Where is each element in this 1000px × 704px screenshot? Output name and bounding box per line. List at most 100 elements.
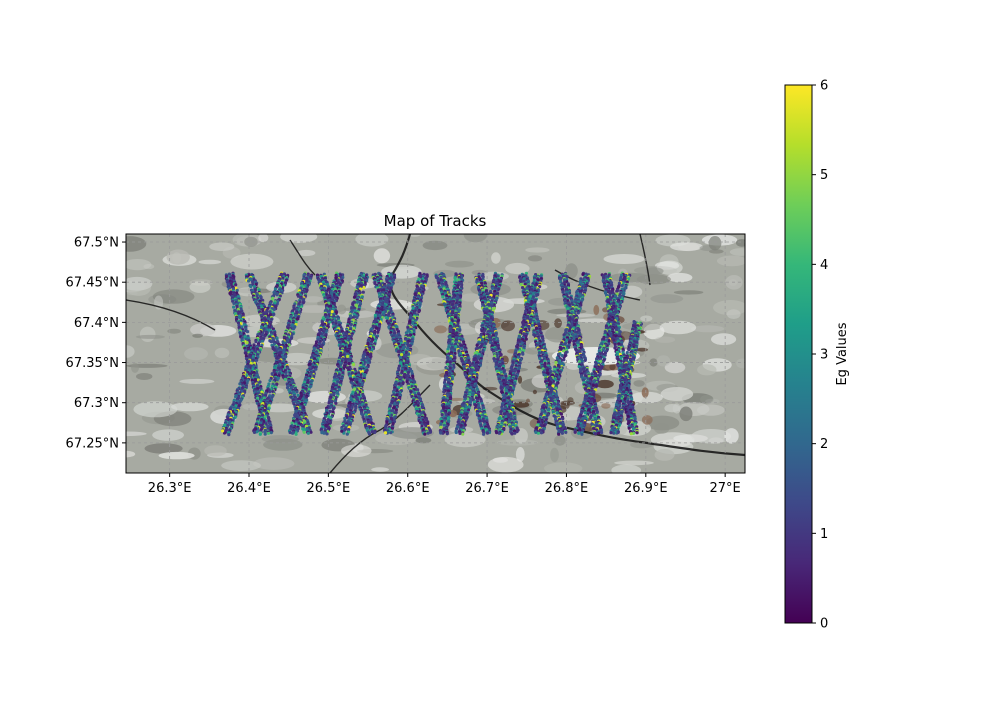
track-point xyxy=(284,355,287,358)
terrain-patch xyxy=(554,435,566,445)
terrain-patch xyxy=(192,334,203,338)
terrain-patch xyxy=(661,387,694,401)
track-point xyxy=(340,430,343,433)
track-point xyxy=(221,429,224,432)
track-point xyxy=(384,297,387,300)
track-point xyxy=(446,432,449,435)
terrain-patch xyxy=(136,335,165,339)
track-point xyxy=(232,306,235,309)
track-point xyxy=(423,433,426,436)
terrain-patch xyxy=(730,248,753,256)
track-point xyxy=(327,401,330,404)
track-point xyxy=(271,372,274,375)
terrain-patch xyxy=(204,445,227,456)
track-point xyxy=(400,353,403,356)
track-point xyxy=(384,431,387,434)
track-point xyxy=(375,327,378,330)
track-point xyxy=(307,432,310,435)
track-point xyxy=(269,310,272,313)
track-point xyxy=(362,286,365,289)
terrain-patch xyxy=(371,467,389,471)
terrain-patch xyxy=(680,407,693,422)
wetland-patch xyxy=(601,403,610,409)
track-point xyxy=(355,381,358,384)
track-point xyxy=(460,347,463,350)
terrain-patch xyxy=(488,457,524,473)
terrain-patch xyxy=(709,236,722,250)
terrain-patch xyxy=(133,401,177,417)
track-point xyxy=(446,363,449,366)
terrain-patch xyxy=(445,261,474,268)
terrain-patch xyxy=(124,259,152,270)
track-point xyxy=(376,331,379,334)
terrain-patch xyxy=(280,231,317,243)
track-point xyxy=(346,355,349,358)
wetland-patch xyxy=(642,415,653,425)
track-point xyxy=(482,433,485,436)
track-point xyxy=(249,285,252,288)
track-point xyxy=(417,310,420,313)
track-point xyxy=(270,340,273,343)
terrain-patch xyxy=(655,449,675,461)
terrain-patch xyxy=(727,309,741,319)
track-point xyxy=(486,432,489,435)
terrain-patch xyxy=(221,460,261,471)
terrain-patch xyxy=(374,248,390,263)
terrain-patch xyxy=(736,239,748,247)
track-point xyxy=(284,378,287,381)
terrain-patch xyxy=(152,429,184,440)
track-point xyxy=(297,295,300,298)
track-point xyxy=(437,282,440,285)
terrain-patch xyxy=(717,256,747,267)
terrain-patch xyxy=(140,327,156,342)
track-point xyxy=(397,350,400,353)
terrain-patch xyxy=(491,252,501,263)
track-point xyxy=(439,431,442,434)
track-point xyxy=(270,431,273,434)
wetland-patch xyxy=(434,325,447,333)
track-point xyxy=(238,382,241,385)
terrain-patch xyxy=(711,333,736,345)
terrain-patch xyxy=(633,380,644,387)
track-point xyxy=(337,365,340,368)
terrain-patch xyxy=(131,363,139,373)
terrain-patch xyxy=(528,255,542,261)
track-point xyxy=(427,432,430,435)
track-point xyxy=(353,296,356,299)
terrain-patch xyxy=(184,347,208,360)
track-point xyxy=(303,431,306,434)
terrain-patch xyxy=(230,254,273,270)
track-point xyxy=(268,379,271,382)
track-point xyxy=(348,362,351,365)
track-point xyxy=(352,363,355,366)
terrain-patch xyxy=(655,337,675,343)
terrain-patch xyxy=(136,373,152,380)
terrain-patch xyxy=(258,234,268,243)
track-point xyxy=(386,280,389,283)
terrain-patch xyxy=(263,439,302,451)
track-point xyxy=(259,433,262,436)
track-point xyxy=(441,413,444,416)
terrain-patch xyxy=(614,461,654,466)
track-point xyxy=(295,433,298,436)
terrain-patch xyxy=(525,247,549,252)
terrain-patch xyxy=(724,428,738,444)
track-point xyxy=(362,291,365,294)
track-point xyxy=(282,351,285,354)
terrain-patch xyxy=(209,242,234,251)
wetland-patch xyxy=(533,390,537,394)
wetland-patch xyxy=(518,376,522,384)
track-point xyxy=(450,311,453,314)
track-point xyxy=(246,330,249,333)
terrain-patch xyxy=(640,316,652,322)
track-point xyxy=(439,426,442,429)
track-point xyxy=(234,395,237,398)
terrain-patch xyxy=(655,234,690,246)
track-point xyxy=(371,430,374,433)
track-point xyxy=(300,402,303,405)
track-point xyxy=(397,382,400,385)
terrain-patch xyxy=(611,465,641,476)
track-point xyxy=(386,317,389,320)
terrain-patch xyxy=(673,403,681,413)
track-point xyxy=(441,295,444,298)
